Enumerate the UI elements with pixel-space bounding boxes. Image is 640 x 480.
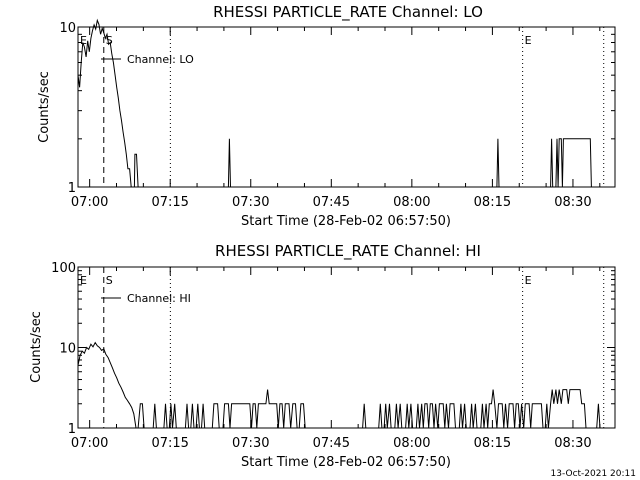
x-tick-label: 07:30 xyxy=(232,195,269,210)
x-axis-label: Start Time (28-Feb-02 06:57:50) xyxy=(241,214,451,229)
x-tick-label: 08:30 xyxy=(554,436,591,451)
y-axis-label: Counts/sec xyxy=(29,311,44,383)
x-axis-ticks: 07:00 07:15 07:30 07:45 08:00 08:15 08:30 xyxy=(71,27,601,210)
x-tick-label: 08:00 xyxy=(393,436,430,451)
series-line-hi xyxy=(77,341,603,429)
y-tick-label: 10 xyxy=(59,21,76,36)
x-tick-label: 07:15 xyxy=(151,436,188,451)
x-tick-label: 07:30 xyxy=(232,436,269,451)
chart-panel-hi: RHESSI PARTICLE_RATE Channel: HI Counts/… xyxy=(29,242,616,470)
time-marker-label: S xyxy=(106,34,113,47)
plot-frame xyxy=(77,26,616,188)
x-axis-label: Start Time (28-Feb-02 06:57:50) xyxy=(241,455,451,470)
x-tick-label: 08:30 xyxy=(554,195,591,210)
legend: Channel: LO xyxy=(101,53,194,66)
x-tick-label: 08:15 xyxy=(474,195,511,210)
x-axis-ticks: 07:00 07:15 07:30 07:45 08:00 08:15 08:30 xyxy=(71,267,601,451)
y-axis-ticks: 1 10 100 xyxy=(51,261,615,437)
y-tick-label: 1 xyxy=(68,181,76,196)
chart-title: RHESSI PARTICLE_RATE Channel: HI xyxy=(215,242,481,261)
legend: Channel: HI xyxy=(101,292,191,305)
y-tick-label: 1 xyxy=(68,422,76,437)
chart-panel-lo: RHESSI PARTICLE_RATE Channel: LO Counts/… xyxy=(37,3,616,229)
x-tick-label: 07:15 xyxy=(151,195,188,210)
x-tick-label: 07:00 xyxy=(71,436,108,451)
y-tick-label: 10 xyxy=(59,342,76,357)
x-tick-label: 08:15 xyxy=(474,436,511,451)
time-marker-label: E xyxy=(80,34,87,47)
y-axis-label: Counts/sec xyxy=(37,71,52,143)
x-tick-label: 07:00 xyxy=(71,195,108,210)
time-marker-label: E xyxy=(525,34,532,47)
legend-label: Channel: LO xyxy=(127,53,194,66)
y-axis-ticks: 1 10 xyxy=(59,21,615,196)
series-line-lo xyxy=(77,18,593,188)
x-tick-label: 08:00 xyxy=(393,195,430,210)
footer-timestamp: 13-Oct-2021 20:11 xyxy=(551,469,636,479)
y-tick-label: 100 xyxy=(51,261,76,276)
x-tick-label: 07:45 xyxy=(313,436,350,451)
chart-title: RHESSI PARTICLE_RATE Channel: LO xyxy=(213,3,483,22)
time-marker-label: E xyxy=(525,274,532,287)
time-marker-label: E xyxy=(80,274,87,287)
legend-label: Channel: HI xyxy=(127,292,191,305)
x-tick-label: 07:45 xyxy=(313,195,350,210)
time-marker-label: S xyxy=(106,274,113,287)
